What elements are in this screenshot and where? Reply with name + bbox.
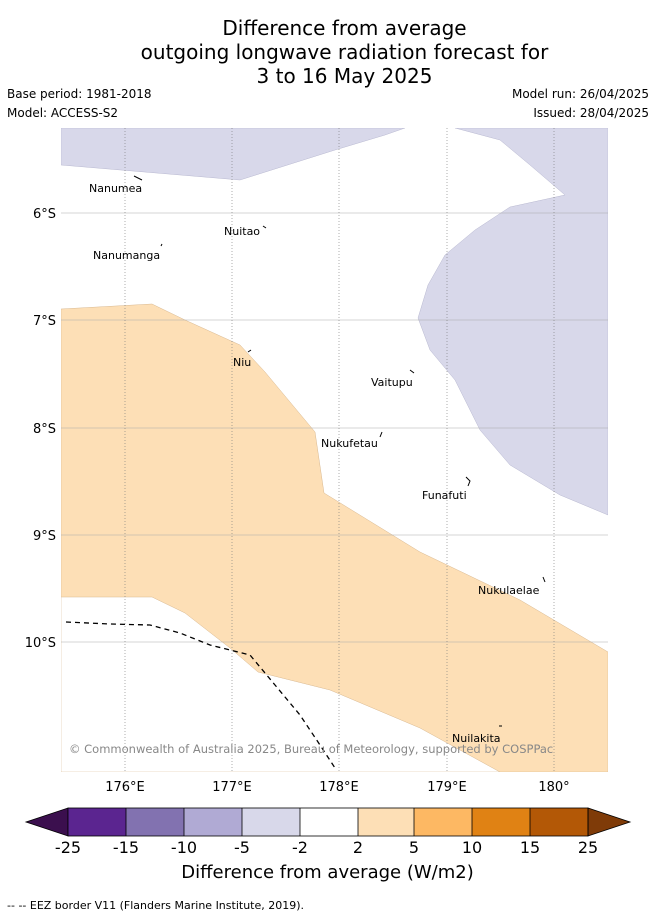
negative-anomaly-region-east [417, 128, 608, 516]
neutral-region-southwest [61, 596, 501, 772]
colorbar [24, 807, 632, 837]
colorbar-outline [67, 807, 589, 837]
lon-tick-label: 176°E [105, 780, 145, 795]
place-label: Nukufetau [321, 437, 378, 450]
colorbar-tick-label: -2 [292, 838, 308, 857]
island-shape [247, 349, 252, 353]
eez-legend-symbol: -- [7, 899, 19, 912]
issued-date: Issued: 28/04/2025 [533, 106, 649, 120]
place-label: Nuitao [224, 225, 260, 238]
island-shape [262, 225, 267, 229]
colorbar-tick-label: -25 [55, 838, 81, 857]
colorbar-bin [300, 808, 358, 836]
copyright-text: © Commonwealth of Australia 2025, Bureau… [69, 742, 553, 756]
colorbar-tick-label: 10 [462, 838, 482, 857]
lat-tick-label: 6°S [33, 207, 56, 222]
colorbar-extend-right [587, 807, 632, 837]
graticule [61, 128, 608, 772]
colorbar-tick-label: 2 [353, 838, 363, 857]
colorbar-tick-label: 15 [520, 838, 540, 857]
model-run: Model run: 26/04/2025 [511, 87, 649, 101]
colorbar-bin [414, 808, 472, 836]
model-name: Model: ACCESS-S2 [7, 106, 119, 120]
title-line-1: Difference from average [222, 16, 467, 40]
island-shape [160, 243, 163, 247]
lon-tick-label: 178°E [319, 780, 359, 795]
colorbar-bin [68, 808, 126, 836]
colorbar-extend-left [24, 807, 69, 837]
island-shape [133, 175, 143, 181]
eez-border [65, 621, 336, 769]
eez-legend-label: -- EEZ border V11 (Flanders Marine Insti… [18, 899, 305, 912]
place-label: Niu [233, 356, 251, 369]
colorbar-title: Difference from average (W/m2) [181, 862, 474, 883]
island-marks [133, 175, 546, 727]
lat-tick-label: 10°S [25, 636, 56, 651]
colorbar-tick-label: -5 [234, 838, 250, 857]
colorbar-bin [184, 808, 242, 836]
place-label: Nukulaelae [478, 584, 540, 597]
colorbar-tick-label: 5 [409, 838, 419, 857]
colorbar-bin [126, 808, 184, 836]
island-shape [409, 369, 415, 374]
colorbar-tick-label: -15 [113, 838, 139, 857]
eez-legend: -- -- EEZ border V11 (Flanders Marine In… [7, 899, 304, 912]
map-title: Difference from average outgoing longwav… [0, 16, 655, 88]
place-label: Vaitupu [371, 376, 413, 389]
island-shape [379, 431, 383, 438]
colorbar-bin [358, 808, 414, 836]
place-label: Nanumanga [93, 249, 160, 262]
lat-tick-label: 7°S [33, 314, 56, 329]
lon-tick-label: 177°E [212, 780, 252, 795]
colorbar-bin [242, 808, 300, 836]
anomaly-layer [61, 128, 608, 772]
island-shape [465, 476, 471, 487]
lon-tick-label: 179°E [427, 780, 467, 795]
colorbar-bin [472, 808, 530, 836]
colorbar-bin [530, 808, 588, 836]
place-label: Nuilakita [452, 732, 501, 745]
colorbar-tick-label: -10 [171, 838, 197, 857]
lon-tick-label: 180° [538, 780, 569, 795]
place-label: Funafuti [422, 489, 467, 502]
title-line-2: outgoing longwave radiation forecast for [140, 40, 549, 64]
place-label: Nanumea [89, 182, 142, 195]
colorbar-tick-label: 25 [578, 838, 598, 857]
negative-anomaly-region-north [61, 128, 406, 181]
lat-tick-label: 8°S [33, 422, 56, 437]
island-shape [542, 576, 546, 583]
title-line-3: 3 to 16 May 2025 [256, 64, 433, 88]
base-period: Base period: 1981-2018 [7, 87, 152, 101]
lat-tick-label: 9°S [33, 529, 56, 544]
